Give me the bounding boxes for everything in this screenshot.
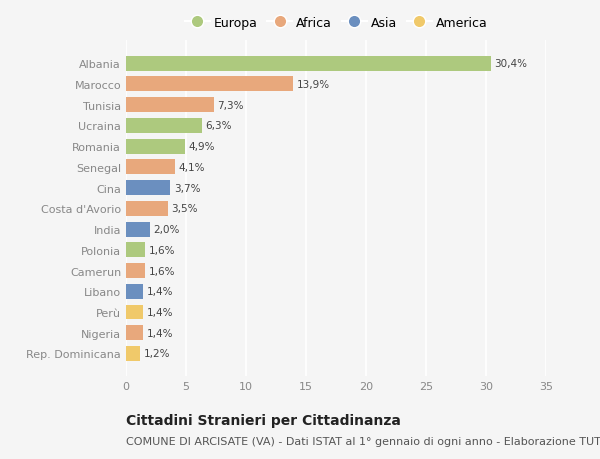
Text: COMUNE DI ARCISATE (VA) - Dati ISTAT al 1° gennaio di ogni anno - Elaborazione T: COMUNE DI ARCISATE (VA) - Dati ISTAT al … [126,436,600,446]
Text: 4,1%: 4,1% [179,162,205,173]
Bar [126,118,202,134]
Legend: Europa, Africa, Asia, America: Europa, Africa, Asia, America [182,14,490,32]
Bar [126,160,175,175]
Text: 7,3%: 7,3% [217,101,244,110]
Bar [126,181,170,196]
Text: 3,5%: 3,5% [172,204,198,214]
Text: 4,9%: 4,9% [188,142,215,152]
Text: 1,6%: 1,6% [149,266,175,276]
Text: 13,9%: 13,9% [296,80,329,90]
Text: Cittadini Stranieri per Cittadinanza: Cittadini Stranieri per Cittadinanza [126,413,401,427]
Bar [126,140,185,154]
Bar [126,346,140,361]
Text: 1,2%: 1,2% [144,349,170,358]
Bar [126,325,143,341]
Text: 1,4%: 1,4% [146,328,173,338]
Text: 1,6%: 1,6% [149,245,175,255]
Bar [126,56,491,72]
Text: 30,4%: 30,4% [494,59,527,69]
Bar [126,202,168,216]
Bar [126,305,143,320]
Text: 1,4%: 1,4% [146,308,173,317]
Text: 2,0%: 2,0% [154,224,180,235]
Bar [126,243,145,257]
Bar [126,77,293,92]
Bar [126,263,145,278]
Text: 1,4%: 1,4% [146,286,173,297]
Text: 6,3%: 6,3% [205,121,232,131]
Bar [126,222,150,237]
Bar [126,284,143,299]
Bar [126,98,214,113]
Text: 3,7%: 3,7% [174,183,200,193]
